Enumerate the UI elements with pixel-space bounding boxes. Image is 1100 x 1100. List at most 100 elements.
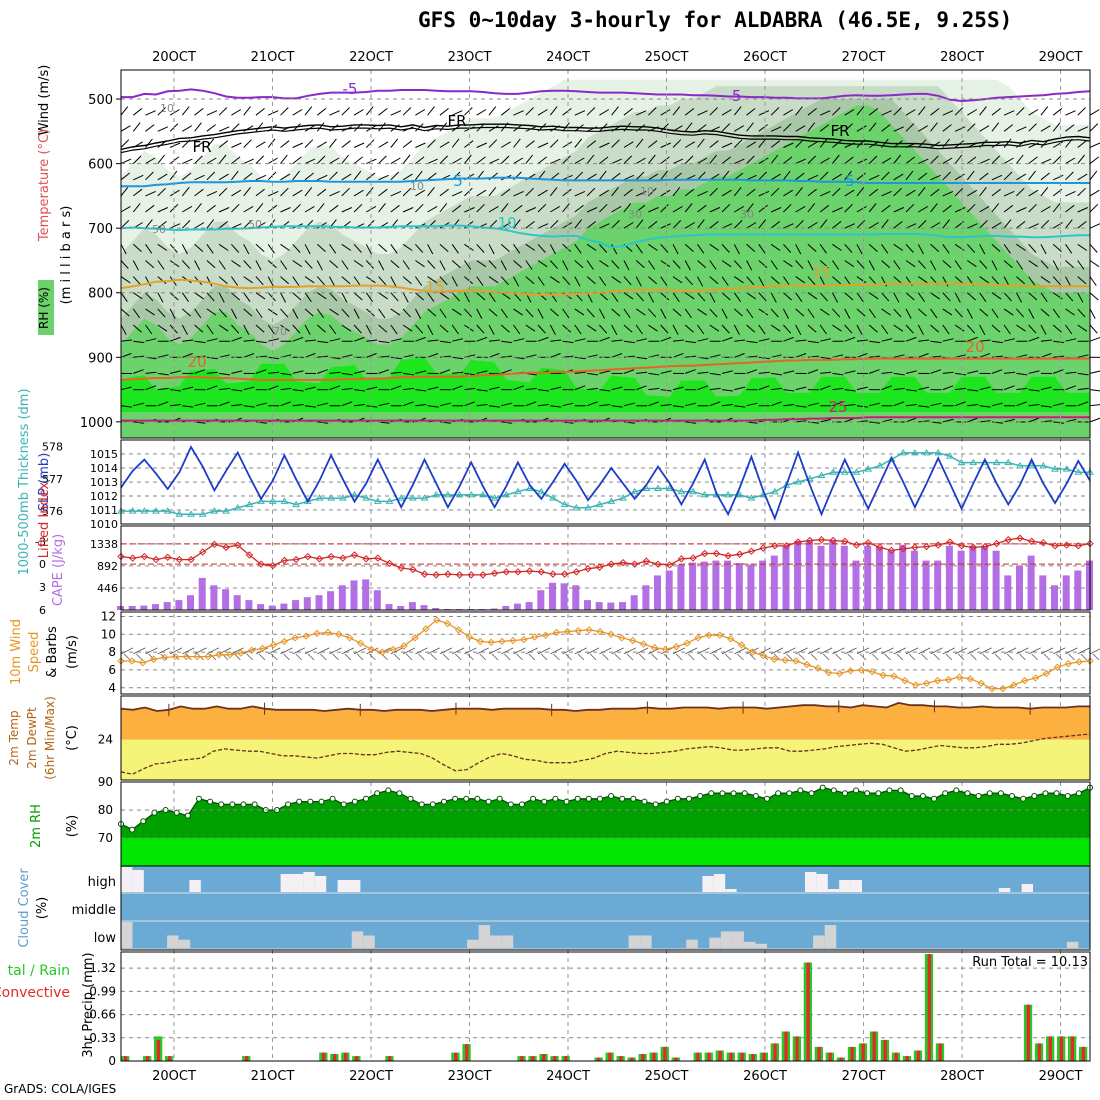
wind-barb [709,207,721,213]
wind-barb [500,308,508,319]
top-time-label: 23OCT [448,50,492,65]
wind-barb [991,292,1002,300]
surface-barb-tick [822,653,830,661]
rh2m-tick-label: 90 [98,775,113,789]
wind-barb [733,106,742,116]
lifted-index-marker [701,549,709,558]
cape-bar [327,591,335,610]
wind-barb [795,353,807,358]
wind-barb [292,308,299,319]
surface-barb-tick [553,653,560,661]
wind-barb [1077,260,1085,270]
wind-barb [660,324,669,334]
wind-barb [1077,140,1087,148]
wind-barb [697,110,708,116]
surface-barb [218,647,232,655]
wind-barb [353,292,363,301]
wind-barb [120,220,130,229]
top-time-label: 27OCT [842,50,886,65]
wind-barb [599,336,610,342]
wind-barb [881,124,891,132]
rh2m-marker [897,787,904,794]
lifted-index-marker [666,561,674,569]
wind-barb [623,203,632,213]
wind-barb [329,138,337,148]
precip-conv-bar [740,1052,744,1061]
wind-barb [758,219,767,229]
wind-speed-marker [476,637,484,646]
wind-barb [415,336,426,342]
wind-speed-marker [454,626,463,634]
rh-band-bright [121,357,1090,413]
thickness-marker [677,487,686,495]
wind-barb [918,158,929,165]
cape-bar [408,602,416,610]
surface-barb [574,647,588,655]
lifted-index-marker [794,538,802,546]
wind-barb [439,243,449,252]
wind-speed-marker [748,648,757,656]
surface-barb [1065,647,1078,655]
wind-barb [1089,324,1098,334]
wind-barb [157,187,166,197]
wind-barb [513,219,521,229]
wind-barb [292,189,303,197]
wind-barb [206,385,218,391]
wind-speed-marker [618,634,626,642]
wind-barb [133,340,145,344]
wind-barb [280,187,289,197]
wind-barb [341,140,351,148]
wind-barb [599,370,611,374]
wind-barb [832,387,844,391]
wind-barb [1052,108,1063,116]
thickness-marker [268,497,277,504]
wind-barb [1040,353,1052,358]
lifted-index-marker [269,562,277,570]
wind-barb [966,324,976,334]
wind-barb [623,174,635,181]
wind-barb [329,371,341,374]
cloud-level-middle: middle [72,903,116,918]
wind-barb [218,308,227,318]
wind-barb [672,220,682,229]
bottom-time-label: 21OCT [251,1069,295,1084]
wind-barb [280,308,289,318]
wind-barb [660,370,672,374]
wind-barb [452,356,464,360]
thickness-marker [992,458,1001,466]
wind-barb [464,401,475,407]
wind-barb [746,188,756,197]
wind-barb [942,244,950,254]
wind-barb [966,243,976,253]
cloud-low-bar [824,925,837,948]
wind-barb [476,203,485,213]
wind-barb [807,188,817,197]
wind-barb [807,174,819,181]
top-time-label: 26OCT [743,50,787,65]
wind-speed-marker [803,660,811,669]
wind-barb [157,154,165,164]
surface-barb [194,647,207,655]
wind-barb [231,156,241,164]
wind-barb [709,276,719,285]
thickness-marker [175,510,184,517]
wind-barb [966,203,976,213]
wind-barb [599,142,610,148]
lifted-index-marker [1004,536,1012,544]
rh2m-marker [518,801,525,808]
wind-barb [1040,220,1050,229]
wind-barb [550,205,560,213]
temperature-fill [121,702,1090,740]
wind-barb [991,308,999,319]
rh2m-marker [1031,793,1038,799]
lifted-index-marker [876,543,884,552]
precip-conv-bar [344,1052,348,1061]
wind-barb [513,338,525,342]
wind-barb [268,356,280,360]
wind-barb [329,385,341,391]
lifted-index-marker [981,542,989,551]
wind-barb [1065,157,1076,165]
wind-barb [758,356,770,360]
wind-barb [856,339,868,342]
wind-barb [501,369,512,374]
